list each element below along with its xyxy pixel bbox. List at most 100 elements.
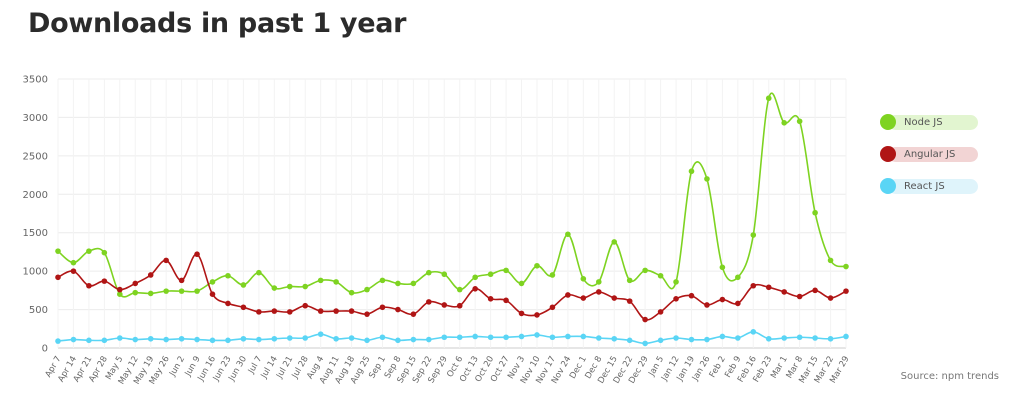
source-note: Source: npm trends — [900, 371, 999, 382]
data-point-react-js — [117, 335, 123, 341]
data-point-angular-js — [317, 308, 324, 314]
data-point-node-js — [55, 248, 61, 254]
data-point-angular-js — [147, 272, 154, 278]
data-point-angular-js — [302, 302, 309, 309]
data-point-react-js — [209, 337, 216, 344]
data-point-angular-js — [395, 306, 401, 313]
data-point-node-js — [225, 272, 231, 279]
data-point-node-js — [410, 280, 417, 287]
data-point-angular-js — [827, 295, 834, 301]
data-point-node-js — [147, 290, 154, 297]
y-tick-label: 2000 — [23, 190, 48, 201]
data-point-angular-js — [843, 288, 849, 294]
data-point-angular-js — [132, 280, 139, 287]
data-point-react-js — [549, 334, 556, 341]
data-point-react-js — [271, 335, 278, 342]
data-point-angular-js — [55, 274, 61, 281]
data-point-node-js — [472, 274, 478, 281]
data-point-node-js — [688, 168, 695, 175]
legend-marker — [880, 114, 896, 130]
data-point-angular-js — [503, 297, 509, 304]
data-point-react-js — [688, 336, 695, 343]
data-point-node-js — [117, 291, 123, 298]
data-point-node-js — [379, 277, 386, 284]
data-point-node-js — [86, 248, 92, 254]
data-point-node-js — [194, 288, 200, 294]
series-line-angular-js — [57, 253, 847, 321]
data-point-node-js — [673, 279, 679, 285]
y-tick-label: 500 — [29, 305, 48, 316]
legend-label: Node JS — [888, 114, 978, 130]
data-point-react-js — [441, 334, 448, 341]
data-point-node-js — [456, 286, 463, 293]
data-point-node-js — [441, 271, 448, 278]
data-point-node-js — [796, 118, 803, 125]
data-point-react-js — [163, 336, 169, 343]
y-tick-label: 3500 — [23, 75, 48, 86]
data-point-node-js — [178, 288, 185, 294]
data-point-angular-js — [688, 292, 695, 299]
data-point-angular-js — [565, 292, 571, 298]
data-point-node-js — [565, 231, 571, 238]
legend-item-angular-js[interactable]: Angular JS — [880, 143, 978, 165]
legend-item-node-js[interactable]: Node JS — [880, 111, 978, 133]
data-point-node-js — [534, 262, 540, 269]
data-point-react-js — [673, 335, 679, 341]
data-point-angular-js — [333, 308, 339, 314]
data-point-node-js — [626, 277, 633, 284]
data-point-react-js — [410, 336, 417, 343]
data-point-angular-js — [379, 304, 386, 311]
data-point-angular-js — [812, 287, 818, 294]
data-point-node-js — [549, 272, 556, 278]
data-point-angular-js — [611, 295, 618, 301]
data-point-angular-js — [580, 295, 587, 301]
data-point-react-js — [70, 336, 77, 343]
data-point-node-js — [256, 269, 262, 276]
data-point-react-js — [426, 336, 432, 343]
data-point-react-js — [333, 335, 339, 342]
data-point-node-js — [719, 264, 726, 271]
data-point-angular-js — [163, 257, 169, 264]
data-point-node-js — [781, 120, 787, 126]
data-point-node-js — [317, 277, 324, 284]
data-point-angular-js — [456, 302, 463, 309]
y-tick-label: 0 — [42, 344, 48, 355]
data-point-react-js — [827, 335, 834, 342]
legend-marker — [880, 146, 896, 162]
data-point-react-js — [518, 333, 525, 340]
data-point-angular-js — [348, 308, 355, 314]
data-point-angular-js — [209, 291, 216, 298]
data-point-react-js — [750, 329, 757, 335]
data-point-node-js — [750, 232, 757, 238]
data-point-react-js — [843, 333, 849, 340]
data-point-react-js — [55, 338, 61, 344]
x-tick-label: Jun 2 — [167, 355, 187, 379]
data-point-node-js — [426, 269, 432, 276]
data-point-node-js — [827, 257, 834, 264]
data-point-node-js — [395, 280, 401, 287]
data-point-angular-js — [240, 304, 247, 311]
data-point-react-js — [472, 333, 478, 340]
data-point-angular-js — [487, 296, 494, 302]
data-point-angular-js — [256, 309, 262, 315]
data-point-react-js — [812, 335, 818, 341]
data-point-node-js — [132, 289, 139, 296]
data-point-node-js — [518, 280, 525, 287]
data-point-angular-js — [426, 299, 432, 305]
legend-label: Angular JS — [888, 146, 978, 162]
data-point-node-js — [580, 276, 587, 282]
data-point-angular-js — [534, 312, 540, 318]
data-point-react-js — [348, 335, 355, 341]
series-line-react-js — [57, 331, 847, 345]
data-point-react-js — [781, 335, 787, 341]
page-title: Downloads in past 1 year — [28, 8, 407, 39]
data-point-react-js — [225, 337, 231, 344]
legend-marker — [880, 178, 896, 194]
data-point-react-js — [302, 335, 309, 341]
series-line-node-js — [57, 92, 847, 298]
data-point-node-js — [735, 274, 741, 281]
data-point-angular-js — [410, 311, 417, 317]
legend-item-react-js[interactable]: React JS — [880, 175, 978, 197]
data-point-angular-js — [101, 278, 108, 284]
